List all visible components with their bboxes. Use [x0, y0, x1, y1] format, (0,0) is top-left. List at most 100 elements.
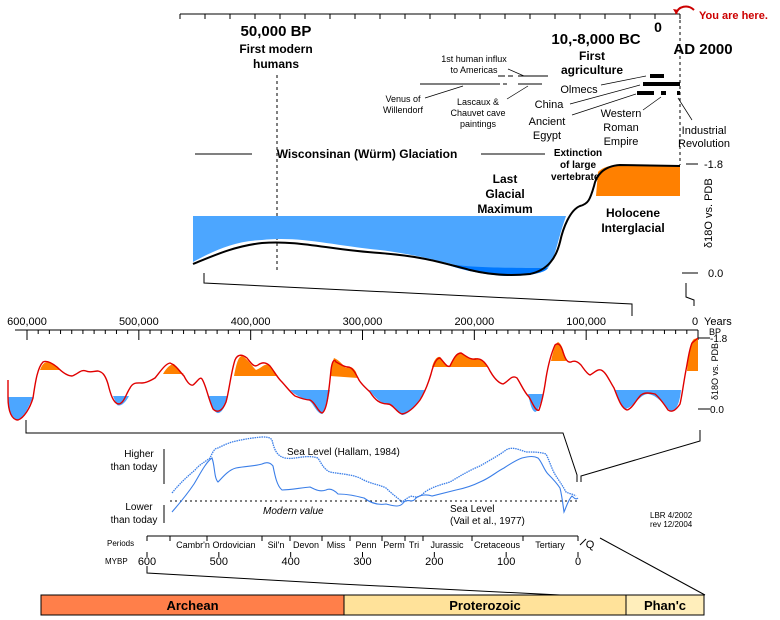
event-influx-1: 1st human influx [441, 54, 507, 64]
lower-line1: Lower [125, 502, 153, 513]
mybp-tick-label: 200 [425, 556, 443, 568]
lascaux-pointer [506, 85, 529, 100]
top-axis-ticks [179, 14, 681, 19]
mybp-tick-label: 300 [353, 556, 371, 568]
zero-label: 0 [654, 19, 662, 35]
event-lascaux-1: Lascaux & [457, 97, 499, 107]
event-industrial-1: Industrial [682, 125, 727, 137]
industrial-bar [677, 91, 680, 95]
hallam-label: Sea Level (Hallam, 1984) [287, 447, 400, 458]
warm-fill [687, 338, 698, 371]
cold-fill [528, 394, 543, 412]
q-pointer-icon [579, 538, 587, 546]
event-rome-2: Roman [603, 122, 638, 134]
higher-line1: Higher [124, 449, 154, 460]
china-bar [643, 82, 680, 86]
period-label: Tri [409, 540, 419, 550]
event-lascaux-2: Chauvet cave [450, 108, 505, 118]
marker-50k-line1: First modern [239, 42, 312, 56]
top-panel: You are here. 50,000 BP First modern hum… [179, 5, 768, 316]
sea-level-vail-curve [171, 455, 579, 514]
industrial-pointer [677, 97, 693, 121]
vail-line2: (Vail et al., 1977) [450, 516, 525, 527]
warm-fill [234, 356, 278, 376]
eon-label: Archean [166, 598, 218, 613]
extinction-line2: of large [560, 160, 597, 171]
middle-axis-tick-label: 0 [692, 316, 698, 328]
period-dividers [146, 536, 579, 541]
warm-fill [551, 342, 566, 361]
marker-50k-line2: humans [253, 57, 299, 71]
middle-axis-ticks [26, 330, 699, 340]
influx-pointer [507, 68, 525, 77]
zoom-connector-right [685, 283, 695, 306]
connector-to-eons-left [146, 566, 621, 599]
middle-axis-tick-label: 600,000 [7, 316, 47, 328]
top-y-label-top: -1.8 [704, 159, 723, 171]
bp-label: BP [709, 327, 721, 337]
china-pointer [569, 84, 641, 105]
periods-label: Periods [107, 539, 134, 548]
lgm-line2: Glacial [485, 187, 524, 201]
event-venus-2: Willendorf [383, 105, 424, 115]
period-labels: Cambr'n Ordovician Sil'n Devon Miss Penn Perm T… [176, 539, 595, 551]
cold-fill [8, 397, 33, 420]
temperature-curve [7, 337, 699, 421]
higher-line2: than today [111, 462, 158, 473]
venus-pointer [424, 85, 464, 99]
ad-2000-label: AD 2000 [673, 41, 732, 58]
zoom-connector-sea-left [25, 420, 578, 482]
mid-y-axis-label: δ18O vs. PDB [710, 343, 720, 400]
middle-axis-tick-label: 100,000 [566, 316, 606, 328]
middle-axis-tick-label: 200,000 [454, 316, 494, 328]
arrow-head-icon [673, 9, 679, 14]
period-label: Cambr'n [176, 540, 210, 550]
warm-fill [163, 364, 184, 374]
olmecs-bar [650, 74, 664, 78]
period-label: Perm [383, 540, 405, 550]
event-venus-1: Venus of [385, 94, 421, 104]
period-label: Sil'n [268, 540, 285, 550]
warm-fill-top [596, 165, 680, 196]
rome-bar [661, 91, 666, 95]
sea-level-panel: Higher than today Lower than today Moder… [111, 436, 693, 529]
event-rome-1: Western [601, 108, 642, 120]
cold-fill-top [193, 216, 566, 268]
top-y-label-bottom: 0.0 [708, 268, 723, 280]
mybp-tick-label: 100 [497, 556, 515, 568]
period-label: Tertiary [535, 540, 565, 550]
period-label: Ordovician [212, 540, 255, 550]
middle-axis-tick-label: 400,000 [231, 316, 271, 328]
you-are-here-label: You are here. [699, 10, 768, 22]
egypt-pointer [571, 93, 637, 116]
glaciation-label: Wisconsinan (Würm) Glaciation [277, 147, 458, 161]
eon-label: Proterozoic [449, 598, 521, 613]
holocene-line1: Holocene [606, 206, 660, 220]
zoom-connector-sea-right [580, 430, 701, 482]
event-egypt-1: Ancient [529, 116, 566, 128]
event-egypt-2: Egypt [533, 130, 561, 142]
warm-fill [40, 362, 60, 370]
holocene-line2: Interglacial [601, 221, 664, 235]
mybp-tick-label: 500 [210, 556, 228, 568]
cold-deep-fill [440, 262, 548, 276]
marker-agri-line1: First [579, 49, 605, 63]
event-influx-2: to Americas [450, 65, 498, 75]
event-china: China [535, 99, 565, 111]
credit-line2: rev 12/2004 [650, 520, 693, 529]
egypt-bar [637, 91, 654, 95]
middle-axis-tick-labels: 600,000 500,000 400,000 300,000 200,000 100,0… [7, 316, 698, 328]
vail-line1: Sea Level [450, 504, 494, 515]
period-label: Penn [355, 540, 376, 550]
period-label: Devon [293, 540, 319, 550]
olmecs-pointer [600, 75, 647, 86]
event-lascaux-3: paintings [460, 119, 497, 129]
period-label: Cretaceous [474, 540, 521, 550]
connector-to-eons-right [599, 537, 706, 596]
years-label: Years [704, 316, 732, 328]
extinction-line1: Extinction [554, 148, 602, 159]
mybp-tick-label: 0 [575, 556, 581, 568]
eon-bar: Archean Proterozoic Phan'c [40, 594, 705, 616]
event-rome-3: Empire [604, 136, 639, 148]
rome-pointer [642, 96, 662, 111]
